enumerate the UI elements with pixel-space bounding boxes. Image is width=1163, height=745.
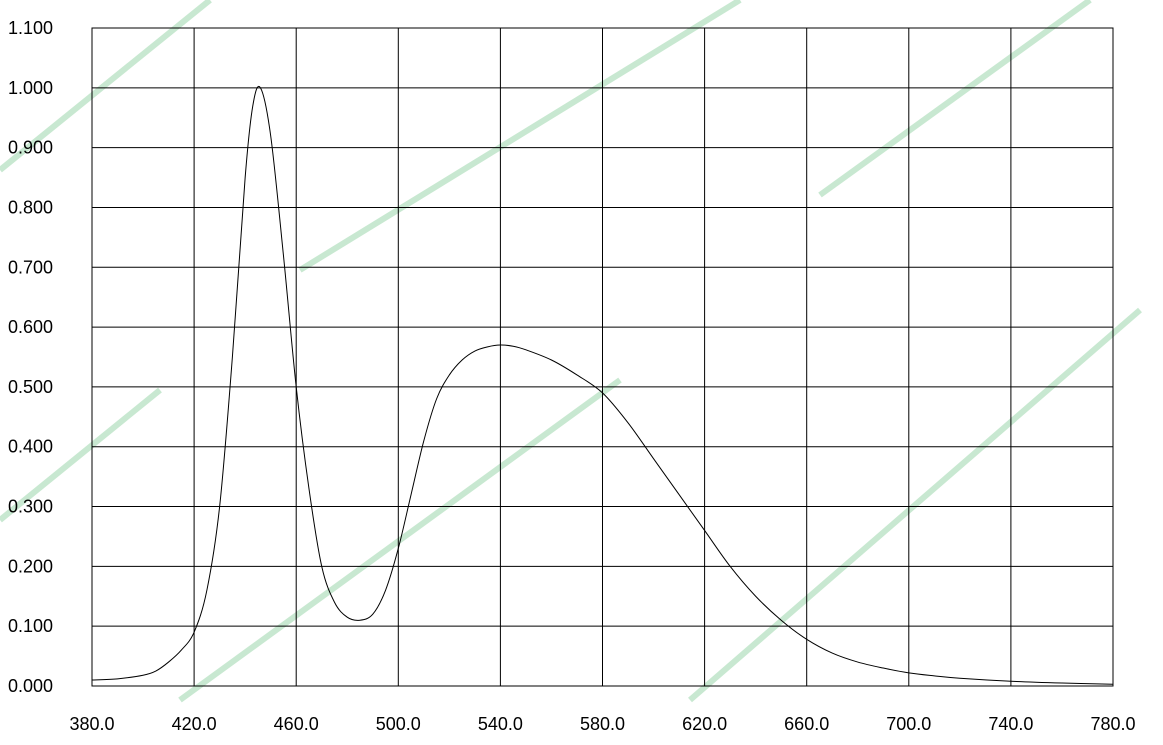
plot-frame — [91, 27, 1114, 687]
x-tick-label: 540.0 — [478, 714, 523, 734]
x-tick-label: 460.0 — [274, 714, 319, 734]
watermark-layer — [0, 0, 1142, 703]
x-tick-label: 420.0 — [172, 714, 217, 734]
watermark-band — [0, 387, 162, 523]
y-tick-label: 0.800 — [8, 197, 53, 217]
y-tick-label: 0.400 — [8, 437, 53, 457]
y-tick-label: 1.100 — [8, 18, 53, 38]
x-tick-label: 500.0 — [376, 714, 421, 734]
x-tick-label: 620.0 — [682, 714, 727, 734]
y-tick-label: 0.700 — [8, 257, 53, 277]
grid-lines — [91, 27, 1114, 687]
y-tick-label: 0.900 — [8, 138, 53, 158]
y-tick-label: 0.600 — [8, 317, 53, 337]
y-tick-label: 0.500 — [8, 377, 53, 397]
x-tick-label: 740.0 — [988, 714, 1033, 734]
x-axis-tick-labels: 380.0 420.0 460.0 500.0 540.0 580.0 620.0 660.0… — [69, 714, 1135, 734]
x-tick-label: 580.0 — [580, 714, 625, 734]
y-tick-label: 1.000 — [8, 78, 53, 98]
y-axis-tick-labels: 0.000 0.100 0.200 0.300 0.400 0.500 0.600 0.700… — [8, 18, 53, 696]
spectrum-line — [91, 85, 1114, 685]
y-tick-label: 0.100 — [8, 616, 53, 636]
y-tick-label: 0.200 — [8, 556, 53, 576]
x-tick-label: 380.0 — [69, 714, 114, 734]
y-tick-label: 0.300 — [8, 497, 53, 517]
watermark-band — [688, 307, 1142, 703]
watermark-band — [298, 0, 742, 273]
y-tick-label: 0.000 — [8, 676, 53, 696]
x-tick-label: 700.0 — [886, 714, 931, 734]
watermark-band — [818, 0, 1092, 198]
x-tick-label: 660.0 — [784, 714, 829, 734]
x-tick-label: 780.0 — [1090, 714, 1135, 734]
